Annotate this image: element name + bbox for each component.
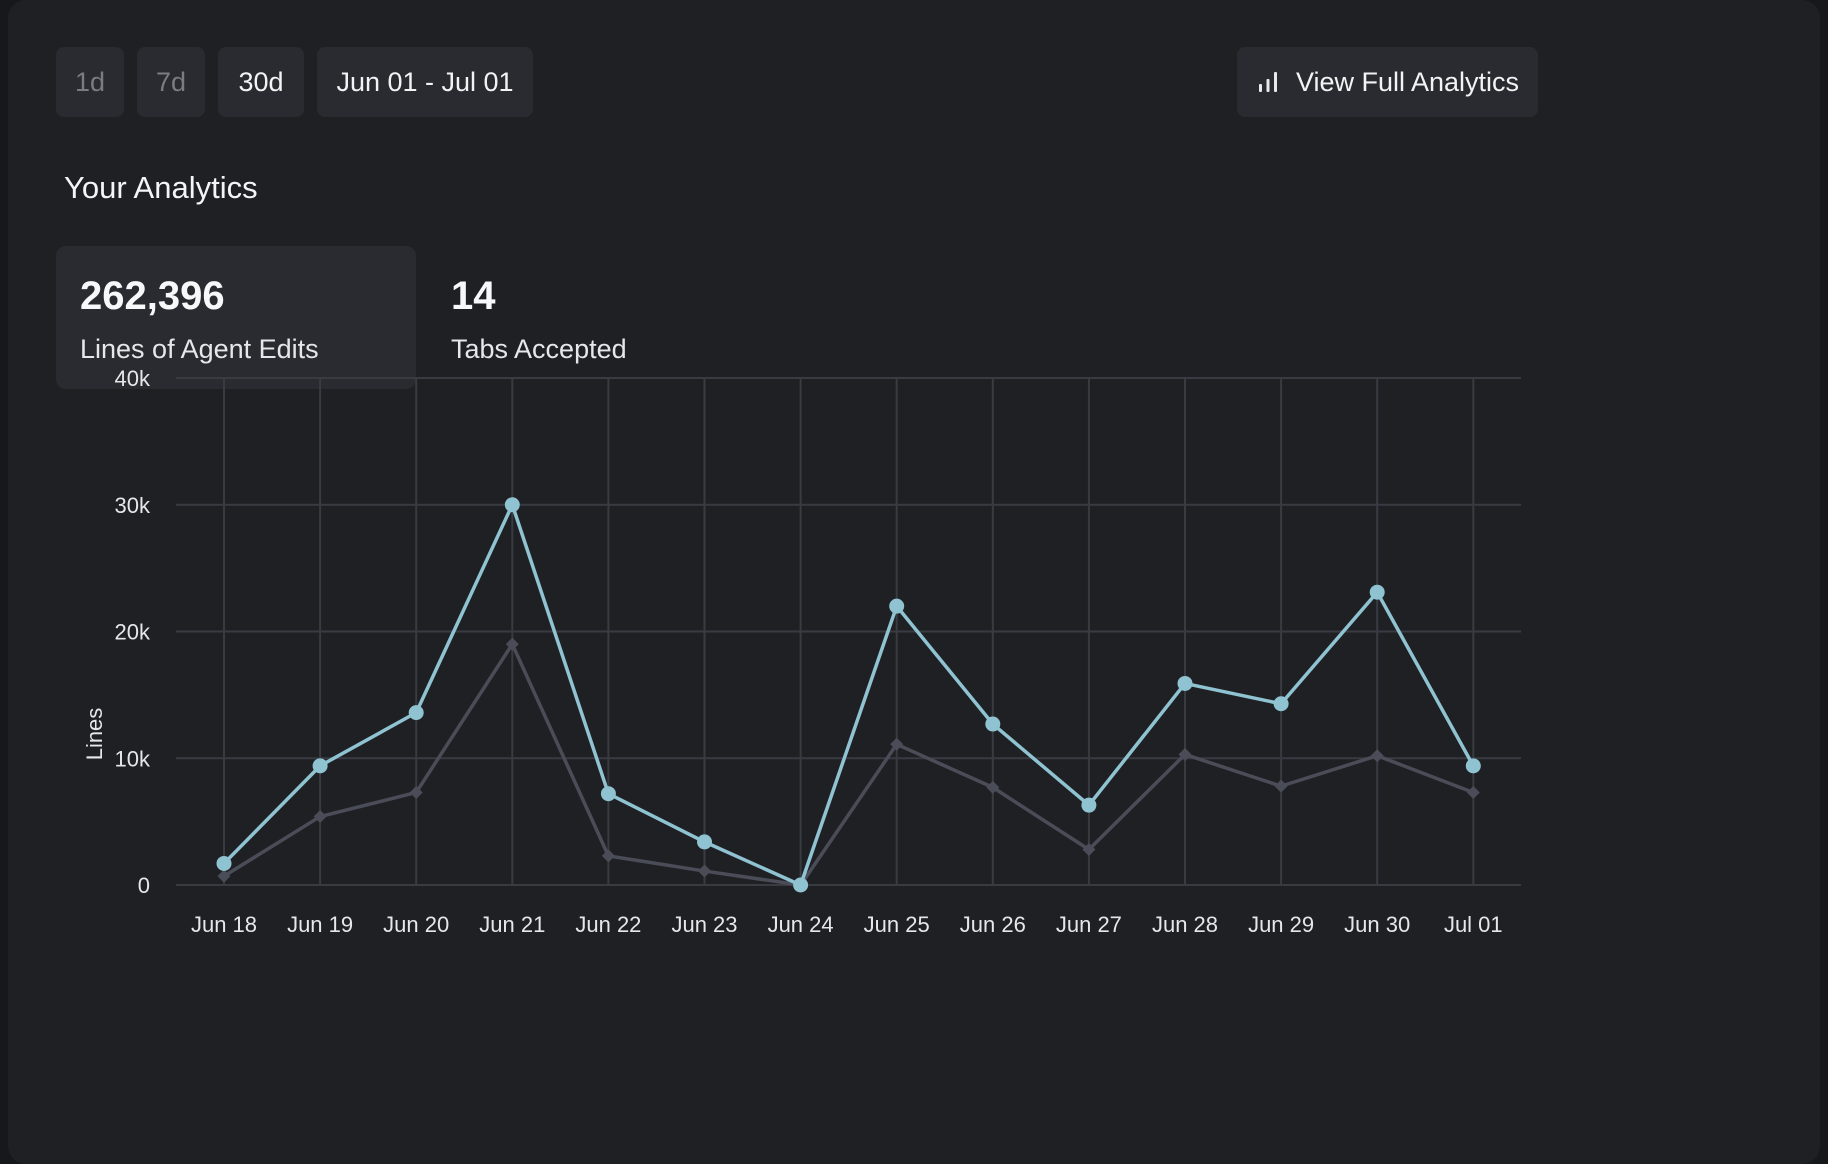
view-full-analytics-button[interactable]: View Full Analytics	[1237, 47, 1538, 117]
stat-label: Lines of Agent Edits	[80, 334, 319, 364]
x-tick-label: Jun 18	[191, 912, 257, 937]
data-point-primary[interactable]	[985, 716, 1001, 732]
date-range-picker[interactable]: Jun 01 - Jul 01	[317, 47, 533, 117]
stat-lines-agent-edits[interactable]: 262,396 Lines of Agent Edits	[56, 246, 416, 389]
line-chart: 0 10k 20k 30k 40k Jun 18 Jun 19 Jun 20 Jun 21 Ju…	[82, 366, 1521, 937]
data-point-secondary[interactable]	[1178, 747, 1192, 761]
view-full-analytics-label: View Full Analytics	[1295, 66, 1520, 97]
x-tick-label: Jun 26	[960, 912, 1026, 937]
section-title: Your Analytics	[64, 170, 258, 205]
data-point-primary[interactable]	[408, 705, 424, 721]
data-point-primary[interactable]	[1081, 797, 1097, 813]
x-tick-label: Jun 29	[1248, 912, 1314, 937]
x-tick-label: Jul 01	[1444, 912, 1503, 937]
y-tick-label: 40k	[115, 366, 151, 391]
data-point-secondary[interactable]	[217, 869, 231, 883]
x-tick-label: Jun 19	[287, 912, 353, 937]
x-tick-label: Jun 24	[768, 912, 834, 937]
x-tick-label: Jun 30	[1344, 912, 1410, 937]
x-tick-label: Jun 28	[1152, 912, 1218, 937]
data-point-secondary[interactable]	[1370, 749, 1384, 763]
data-point-secondary[interactable]	[1466, 785, 1480, 799]
stat-value: 262,396	[80, 274, 225, 318]
range-30d-button[interactable]: 30d	[218, 47, 304, 117]
range-7d-button[interactable]: 7d	[137, 47, 205, 117]
data-point-secondary[interactable]	[890, 737, 904, 751]
x-tick-label: Jun 23	[671, 912, 737, 937]
stat-value: 14	[451, 274, 496, 318]
x-tick-label: Jun 20	[383, 912, 449, 937]
data-point-secondary[interactable]	[1274, 779, 1288, 793]
data-point-primary[interactable]	[216, 855, 232, 871]
data-point-primary[interactable]	[1465, 758, 1481, 774]
series-line-primary	[222, 503, 1475, 887]
data-point-primary[interactable]	[504, 497, 520, 513]
data-point-secondary[interactable]	[1082, 843, 1096, 857]
data-point-secondary[interactable]	[409, 785, 423, 799]
y-tick-label: 30k	[115, 493, 151, 518]
data-point-secondary[interactable]	[601, 849, 615, 863]
data-point-primary[interactable]	[697, 834, 712, 850]
stat-tabs-accepted[interactable]: 14 Tabs Accepted	[427, 246, 747, 389]
data-point-secondary[interactable]	[698, 864, 711, 878]
y-axis-label: Lines	[82, 708, 107, 761]
x-tick-label: Jun 27	[1056, 912, 1122, 937]
data-point-primary[interactable]	[312, 758, 328, 774]
y-tick-label: 10k	[115, 746, 151, 771]
data-point-primary[interactable]	[600, 786, 616, 802]
data-point-primary[interactable]	[793, 877, 809, 893]
x-tick-label: Jun 21	[479, 912, 545, 937]
bar-chart-icon	[1258, 72, 1277, 92]
x-tick-label: Jun 25	[864, 912, 930, 937]
data-point-primary[interactable]	[889, 598, 905, 614]
y-tick-label: 0	[138, 873, 150, 898]
data-point-primary[interactable]	[1369, 584, 1385, 600]
data-point-secondary[interactable]	[313, 810, 327, 824]
x-tick-label: Jun 22	[575, 912, 641, 937]
data-point-primary[interactable]	[1177, 675, 1193, 691]
range-1d-button[interactable]: 1d	[56, 47, 124, 117]
stat-label: Tabs Accepted	[451, 334, 627, 364]
data-point-secondary[interactable]	[505, 637, 519, 651]
data-point-secondary[interactable]	[986, 780, 1000, 794]
analytics-card: 1d 7d 30d Jun 01 - Jul 01 View Full Anal…	[8, 0, 1820, 1164]
series-line-secondary	[223, 642, 1474, 887]
data-point-primary[interactable]	[1273, 696, 1289, 712]
y-tick-label: 20k	[115, 620, 151, 645]
